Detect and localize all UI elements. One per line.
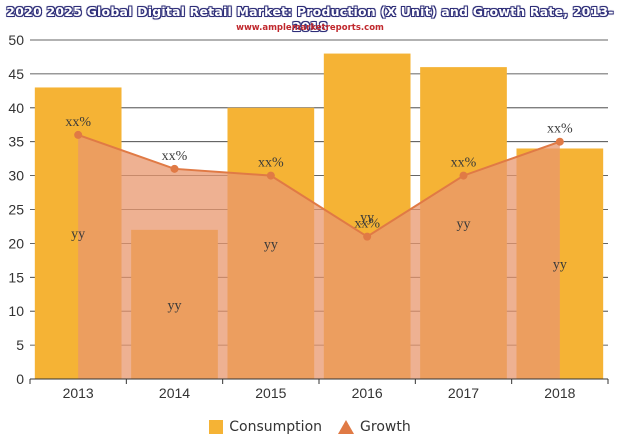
x-tick-label-2014: 2014 bbox=[159, 385, 190, 401]
consumption-label-2016: yy bbox=[360, 210, 374, 225]
consumption-label-2017: yy bbox=[457, 217, 471, 232]
legend-label-growth: Growth bbox=[360, 419, 411, 435]
consumption-label-2018: yy bbox=[553, 258, 567, 273]
growth-area bbox=[74, 130, 564, 379]
growth-label-2013: xx% bbox=[65, 115, 91, 130]
axes: 0 5 10 15 20 25 30 35 40 45 50 2013 2014 2015 2016 2017… bbox=[8, 32, 609, 401]
growth-area-fill bbox=[78, 134, 560, 379]
legend-swatch-growth bbox=[338, 420, 355, 434]
legend-item-consumption[interactable]: Consumption bbox=[209, 419, 322, 435]
consumption-label-2014: yy bbox=[168, 298, 182, 313]
growth-point-2016[interactable] bbox=[363, 232, 372, 241]
growth-label-2018: xx% bbox=[547, 122, 573, 137]
legend-label-consumption: Consumption bbox=[229, 419, 323, 435]
growth-line bbox=[77, 133, 561, 238]
growth-label-2016: xx% bbox=[354, 217, 380, 232]
legend-item-growth[interactable]: Growth bbox=[338, 419, 411, 435]
chart-title: 2020 2025 Global Digital Retail Market: … bbox=[6, 4, 614, 34]
y-tick-label-25: 25 bbox=[8, 202, 24, 218]
x-tick-label-2015: 2015 bbox=[255, 385, 286, 401]
growth-label-2017: xx% bbox=[451, 156, 477, 171]
consumption-label-2013: yy bbox=[71, 227, 85, 242]
growth-label-2015: xx% bbox=[258, 156, 284, 171]
y-tick-label-45: 45 bbox=[8, 66, 24, 82]
y-tick-label-20: 20 bbox=[8, 235, 24, 251]
y-tick-label-15: 15 bbox=[8, 269, 24, 285]
consumption-label-2015: yy bbox=[264, 237, 278, 252]
y-tick-label-0: 0 bbox=[16, 371, 24, 387]
x-tick-label-2013: 2013 bbox=[63, 385, 94, 401]
y-tick-label-30: 30 bbox=[8, 168, 24, 184]
growth-point-2013[interactable] bbox=[74, 130, 83, 139]
legend: Consumption Growth bbox=[0, 419, 620, 435]
x-tick-label-2016: 2016 bbox=[352, 385, 383, 401]
y-tick-label-40: 40 bbox=[8, 100, 24, 116]
y-tick-label-50: 50 bbox=[8, 32, 24, 48]
growth-point-2014[interactable] bbox=[170, 164, 179, 173]
x-tick-label-2017: 2017 bbox=[448, 385, 479, 401]
growth-point-2018[interactable] bbox=[555, 137, 564, 146]
legend-swatch-consumption bbox=[209, 420, 224, 434]
growth-point-2017[interactable] bbox=[459, 171, 468, 180]
growth-label-2014: xx% bbox=[162, 149, 188, 164]
y-tick-label-5: 5 bbox=[16, 337, 24, 353]
x-tick-label-2018: 2018 bbox=[544, 385, 575, 401]
y-tick-label-10: 10 bbox=[8, 303, 24, 319]
growth-point-2015[interactable] bbox=[266, 171, 275, 180]
y-tick-label-35: 35 bbox=[8, 134, 24, 150]
chart-subtitle: www.amplemarketreports.com bbox=[236, 23, 384, 33]
